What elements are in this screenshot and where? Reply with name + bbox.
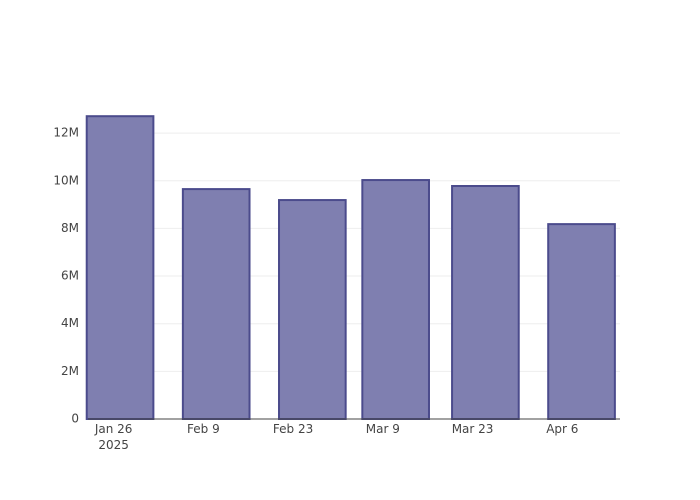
x-tick-label-line: Mar 9 (366, 422, 400, 436)
bar (361, 179, 430, 420)
y-tick-label: 10M (53, 173, 79, 187)
x-tick-label-line: Apr 6 (546, 422, 578, 436)
x-tick-label-line: Feb 9 (187, 422, 220, 436)
bar (278, 199, 347, 420)
x-tick-label: Mar 9 (366, 422, 400, 436)
bar (181, 188, 251, 420)
x-tick-label: Mar 23 (452, 422, 494, 436)
y-tick-label: 0 (71, 412, 79, 426)
x-tick-label-line: Jan 26 (94, 422, 133, 436)
x-tick-label: Feb 23 (273, 422, 313, 436)
x-tick-label-line: Feb 23 (273, 422, 313, 436)
bar (451, 185, 520, 420)
x-tick-label-line: Mar 23 (452, 422, 494, 436)
x-tick-label: Feb 9 (187, 422, 220, 436)
bar (547, 223, 616, 420)
x-tick-label-line: 2025 (98, 438, 129, 452)
y-tick-label: 2M (61, 364, 79, 378)
y-tick-label: 8M (61, 221, 79, 235)
y-tick-label: 6M (61, 269, 79, 283)
x-tick-label: Jan 26 2025 (94, 422, 133, 452)
x-tick-label: Apr 6 (546, 422, 578, 436)
y-tick-label: 12M (53, 126, 79, 140)
bar (85, 115, 155, 421)
y-tick-label: 4M (61, 316, 79, 330)
